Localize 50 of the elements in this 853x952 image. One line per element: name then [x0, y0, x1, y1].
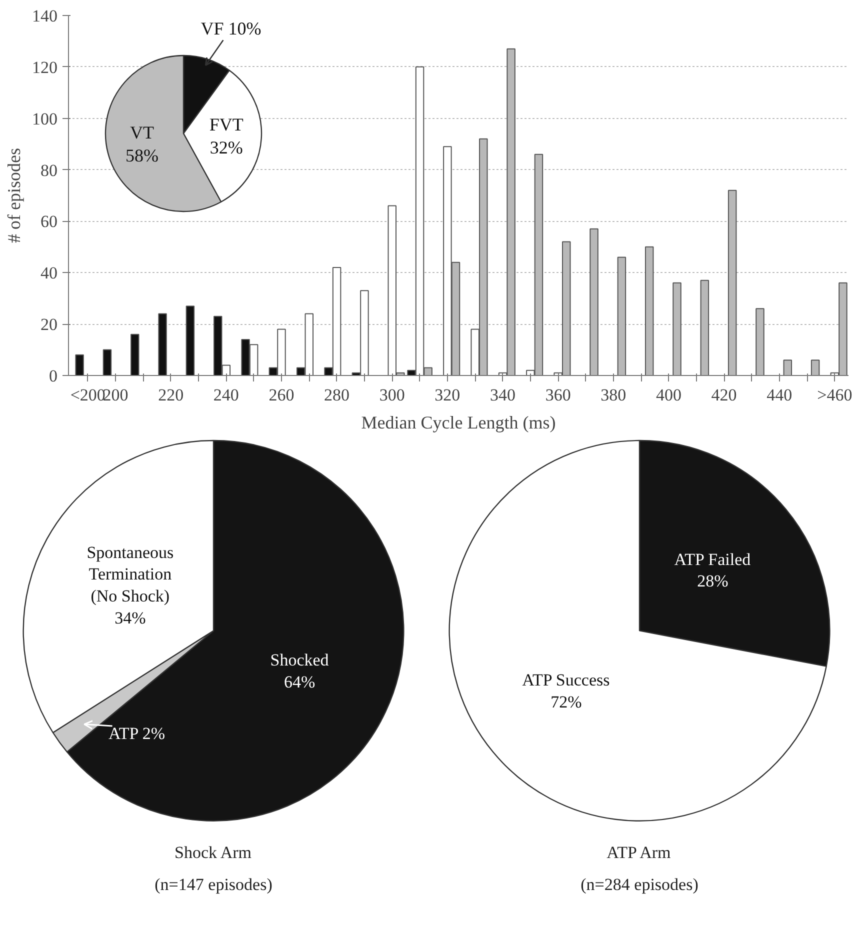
slice-label: FVT	[209, 114, 244, 135]
data-label: 34%	[114, 608, 146, 628]
bar	[810, 360, 820, 376]
bar	[186, 306, 195, 376]
y-tick-label: 140	[32, 6, 58, 26]
y-tick-label: 60	[40, 212, 58, 232]
slice-label: Spontaneous Termination (No Shock)	[86, 542, 174, 606]
x-tick-label: 340	[490, 386, 516, 404]
y-tick-label: 40	[40, 264, 58, 283]
x-tick-label: 200	[102, 386, 128, 404]
text: Shock Arm	[174, 842, 252, 862]
x-tick-label: >460	[817, 386, 852, 404]
x-tick-label: 240	[213, 386, 239, 404]
x-tick-label: 300	[379, 386, 405, 404]
slice-label: Shocked	[270, 650, 330, 670]
data-label: 58%	[125, 146, 158, 166]
x-tick-label: 320	[434, 386, 460, 404]
x-axis-title: Median Cycle Length (ms)	[361, 412, 556, 432]
data-label: 72%	[550, 692, 582, 712]
slice-label: VF 10%	[200, 18, 262, 38]
text: ATP Arm	[606, 842, 671, 862]
data-label: 28%	[697, 572, 728, 591]
y-tick-label: 20	[40, 315, 58, 334]
slice-label: ATP Failed	[674, 550, 752, 569]
y-tick-label: 100	[32, 109, 58, 128]
x-tick-label: 400	[656, 386, 682, 404]
x-tick-label: 380	[600, 386, 626, 404]
x-tick-label: 280	[324, 386, 350, 404]
data-label: 32%	[210, 138, 243, 158]
y-tick-label: 80	[40, 160, 58, 180]
x-tick-label: <200	[70, 386, 106, 404]
text: (n=147 episodes)	[154, 875, 272, 894]
bar	[75, 354, 84, 376]
text: (n=284 episodes)	[580, 875, 698, 894]
x-tick-label: 360	[545, 386, 571, 404]
slice-label: ATP 2%	[108, 724, 165, 744]
x-tick-label: 260	[268, 386, 294, 404]
y-tick-label: 0	[49, 366, 58, 386]
bar	[130, 334, 140, 376]
slice-label: VT	[130, 122, 154, 143]
bar	[158, 313, 167, 376]
bar	[102, 349, 112, 376]
y-tick-label: 120	[32, 58, 58, 77]
bar	[783, 360, 792, 376]
x-tick-label: 440	[766, 386, 792, 404]
slice-label: ATP Success	[522, 670, 610, 690]
data-label: 64%	[284, 672, 316, 692]
y-axis-title: # of episodes	[4, 148, 24, 243]
x-tick-label: 220	[158, 386, 184, 404]
x-tick-label: 420	[711, 386, 737, 404]
